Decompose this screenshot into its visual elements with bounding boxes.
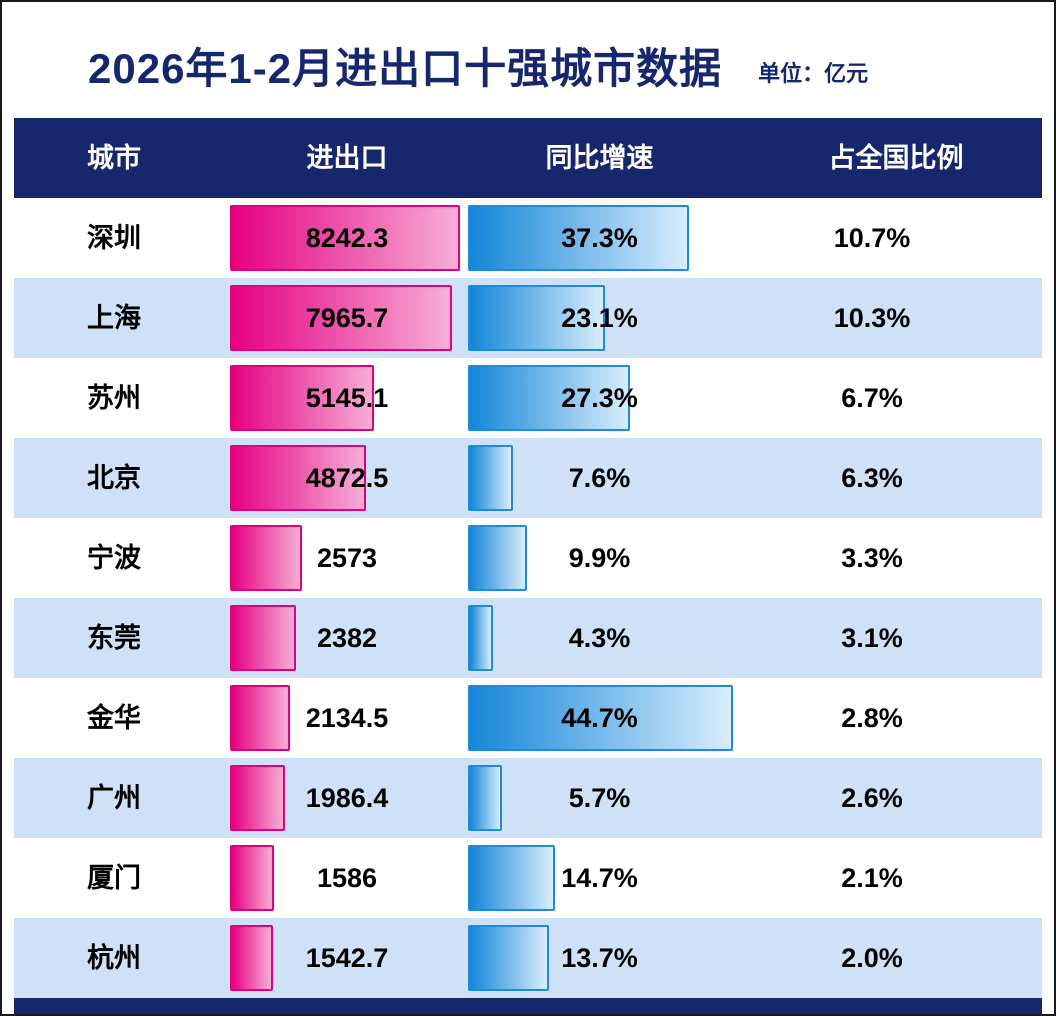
city-label: 厦门 [87,863,141,893]
export-value: 7965.7 [305,303,389,333]
title-area: 2026年1-2月进出口十强城市数据 单位：亿元 [14,12,1042,118]
city-label: 宁波 [87,543,141,573]
city-label: 东莞 [87,623,141,653]
growth-value: 37.3% [561,223,638,253]
export-value: 5145.1 [305,383,389,413]
table-row: 苏州 5145.1 27.3% 6.7% [14,358,1042,438]
export-bar [230,285,452,351]
header-cell-export: 进出口 [306,143,388,173]
table-row: 宁波 2573 9.9% 3.3% [14,518,1042,598]
growth-value: 9.9% [568,543,631,573]
share-value: 2.8% [841,703,903,733]
city-label: 深圳 [87,223,141,253]
export-bar [230,205,460,271]
export-value: 1542.7 [305,943,389,973]
growth-value: 7.6% [568,463,631,493]
export-value: 2382 [316,623,378,653]
table-row: 厦门 1586 14.7% 2.1% [14,838,1042,918]
share-value: 2.6% [841,783,903,813]
export-bar [230,925,273,991]
export-bar [230,685,290,751]
growth-bar [468,365,630,431]
city-label: 杭州 [87,943,141,973]
share-value: 2.1% [841,863,903,893]
unit-label: 单位：亿元 [758,61,869,86]
header-cell-city: 城市 [87,143,141,173]
growth-bar [468,685,733,751]
growth-value: 5.7% [568,783,631,813]
city-label: 北京 [87,463,141,493]
table-row: 上海 7965.7 23.1% 10.3% [14,278,1042,358]
export-value: 4872.5 [305,463,389,493]
export-value: 1586 [316,863,378,893]
page-title: 2026年1-2月进出口十强城市数据 [88,44,723,92]
export-value: 2134.5 [305,703,389,733]
table-header: 城市 进出口 同比增速 占全国比例 [14,118,1042,198]
growth-bar [468,525,527,591]
table-row: 广州 1986.4 5.7% 2.6% [14,758,1042,838]
growth-bar [468,205,689,271]
city-label: 金华 [87,703,141,733]
export-bar [230,765,285,831]
export-bar [230,445,366,511]
share-value: 10.3% [833,303,911,333]
growth-value: 13.7% [561,943,638,973]
growth-bar [468,605,493,671]
growth-value: 44.7% [561,703,638,733]
header-cell-share: 占全国比例 [828,143,964,173]
export-bar [230,845,274,911]
growth-value: 14.7% [561,863,638,893]
export-bar [230,525,302,591]
share-value: 10.7% [833,223,911,253]
header-cell-growth: 同比增速 [545,143,654,173]
growth-bar [468,925,549,991]
share-value: 2.0% [841,943,903,973]
growth-value: 4.3% [568,623,631,653]
growth-bar [468,285,605,351]
share-value: 3.1% [841,623,903,653]
table-row: 深圳 8242.3 37.3% 10.7% [14,198,1042,278]
city-label: 广州 [87,783,141,813]
table-row: 北京 4872.5 7.6% 6.3% [14,438,1042,518]
growth-value: 27.3% [561,383,638,413]
share-value: 6.3% [841,463,903,493]
export-value: 1986.4 [305,783,389,813]
growth-bar [468,765,502,831]
city-label: 苏州 [87,383,141,413]
growth-value: 23.1% [561,303,638,333]
footer-bar [14,998,1042,1014]
table-rows: 深圳 8242.3 37.3% 10.7% 上海 7965.7 23.1% 10… [14,198,1042,998]
table-row: 东莞 2382 4.3% 3.1% [14,598,1042,678]
share-value: 3.3% [841,543,903,573]
table-row: 金华 2134.5 44.7% 2.8% [14,678,1042,758]
share-value: 6.7% [841,383,903,413]
export-bar [230,605,296,671]
table-row: 杭州 1542.7 13.7% 2.0% [14,918,1042,998]
export-bar [230,365,374,431]
export-value: 8242.3 [305,223,389,253]
export-value: 2573 [316,543,378,573]
city-label: 上海 [87,303,141,333]
growth-bar [468,445,513,511]
growth-bar [468,845,555,911]
